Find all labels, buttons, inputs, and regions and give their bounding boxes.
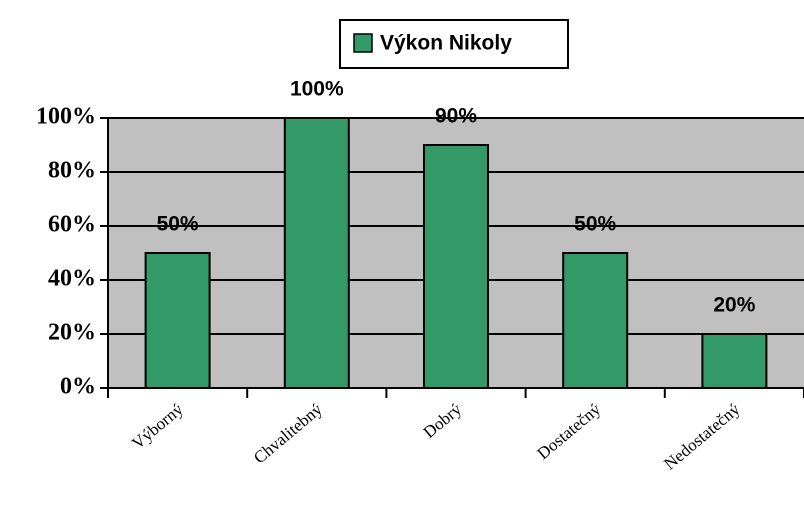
x-tick-label: Nedostatečný: [660, 399, 743, 473]
value-label: 20%: [713, 294, 755, 317]
bar: [562, 252, 629, 389]
value-label: 50%: [157, 213, 199, 236]
value-label: 90%: [435, 105, 477, 128]
legend-swatch: [353, 33, 373, 53]
legend-label: Výkon Nikoly: [380, 32, 512, 55]
legend-box: [339, 19, 569, 69]
bar: [701, 333, 768, 389]
y-tick-label: 60%: [48, 212, 96, 238]
x-tick-label: Výborný: [128, 399, 187, 453]
bar: [283, 117, 350, 389]
y-tick-label: 20%: [48, 320, 96, 346]
x-tick-label: Chvalitebný: [250, 399, 326, 467]
y-tick-label: 0%: [60, 374, 96, 400]
x-tick-label: Dobrý: [420, 399, 466, 442]
y-tick-label: 40%: [48, 266, 96, 292]
value-label: 50%: [574, 213, 616, 236]
x-tick-label: Dostatečný: [533, 399, 604, 463]
bar: [144, 252, 211, 389]
bar: [423, 144, 489, 389]
y-tick-label: 100%: [36, 104, 96, 130]
y-tick-label: 80%: [48, 158, 96, 184]
value-label: 100%: [290, 78, 344, 101]
